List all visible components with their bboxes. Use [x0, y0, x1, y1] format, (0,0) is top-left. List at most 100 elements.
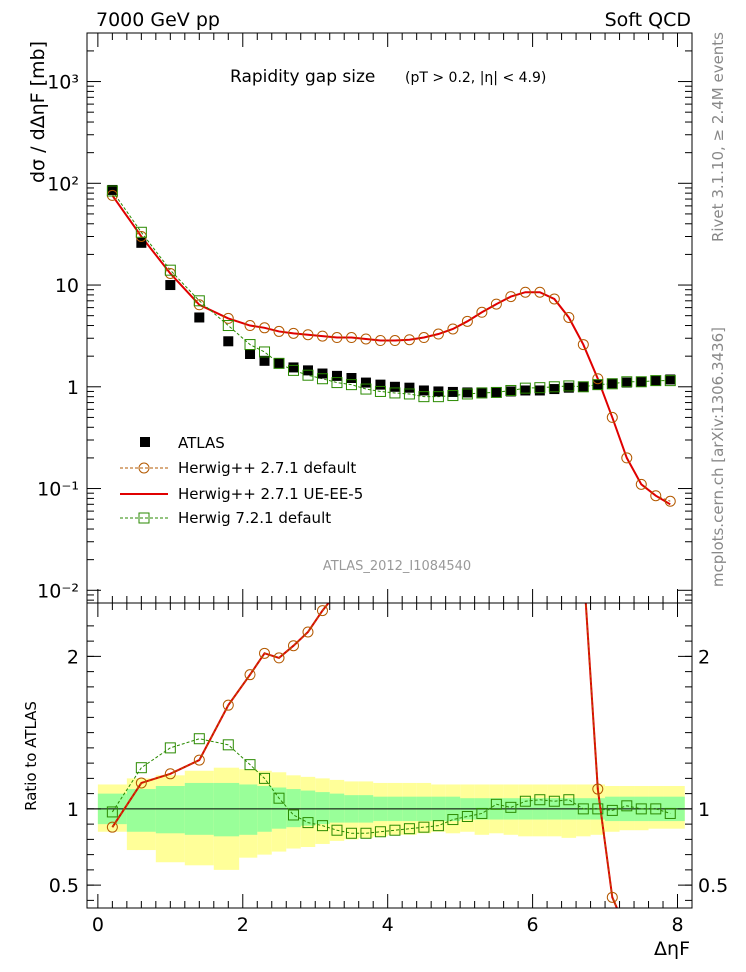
main-subtitle: (pT > 0.2, |η| < 4.9) — [405, 70, 546, 86]
y-axis-label-main: dσ / dΔηF [mb] — [27, 41, 49, 183]
hw721-point — [331, 377, 343, 389]
ratio-hw721-point — [534, 794, 546, 806]
ratio-hw721-point — [447, 814, 459, 826]
hw721-point — [259, 346, 271, 358]
hw721-point — [106, 185, 118, 197]
hw721-point — [548, 381, 560, 393]
ratio-frame — [86, 602, 693, 909]
x-tick-label: 0 — [92, 914, 104, 936]
ratio-hw721-point — [461, 811, 473, 822]
hw721-point — [389, 387, 401, 399]
y-tick-label: 10² — [47, 173, 79, 195]
hw271-point — [664, 495, 676, 507]
hw271-point — [389, 335, 401, 347]
ratio-inner-band — [155, 786, 185, 834]
ratio-hw721-point — [505, 801, 517, 813]
hw271-point — [592, 373, 604, 385]
hw271-point — [606, 411, 618, 423]
atlas-point — [274, 358, 285, 369]
hw721-point — [563, 380, 575, 392]
hw721-point — [273, 357, 285, 369]
ratio-hw721-point — [273, 792, 285, 804]
atlas-point — [636, 376, 647, 387]
ratio-hw721-point — [577, 803, 589, 815]
atlas-point — [389, 381, 400, 392]
ratio-hw721-point — [432, 820, 444, 832]
hw271-point — [519, 286, 531, 298]
hw721-point — [461, 388, 473, 400]
atlas-point — [194, 312, 205, 323]
ratio-hw721-point — [592, 803, 604, 815]
ratio-hw271-point — [135, 777, 147, 789]
ratio-hw271-point — [244, 669, 256, 681]
analysis-label: ATLAS_2012_I1084540 — [323, 559, 471, 574]
ratio-line-hw271 — [111, 603, 330, 828]
atlas-point — [476, 387, 487, 398]
hw721-point — [490, 386, 502, 398]
hw271-point — [360, 333, 372, 345]
ratio-hw721-point — [490, 798, 502, 810]
y-tick-label: 10³ — [47, 72, 79, 94]
hw721-point — [302, 369, 314, 381]
hw721-point — [418, 391, 430, 403]
atlas-point — [505, 386, 516, 397]
hw721-point — [164, 264, 176, 276]
hw271-point — [331, 332, 343, 344]
hw271-point — [490, 298, 502, 310]
ratio-hw721-point — [548, 795, 560, 807]
ratio-hw271-point — [106, 821, 118, 833]
rivet-label: Rivet 3.1.10, ≥ 2.4M events — [709, 32, 727, 242]
ratio-inner-band — [239, 784, 258, 835]
ratio-hw721-point — [650, 803, 662, 815]
hw271-point — [403, 334, 415, 346]
hw721-point — [403, 388, 415, 400]
ratio-hw721-point — [418, 821, 430, 833]
hw271-point — [259, 322, 271, 334]
ratio-hw271-point — [259, 647, 271, 659]
hw721-point — [244, 339, 256, 351]
ratio-hw271-point — [222, 699, 234, 711]
atlas-point — [223, 336, 234, 347]
hw721-point — [519, 382, 531, 394]
legend-hwee5-label: Herwig++ 2.7.1 UE-EE-5 — [178, 485, 363, 503]
atlas-point — [259, 355, 270, 366]
ratio-hw721-point — [135, 762, 147, 774]
hw721-point — [534, 382, 546, 394]
atlas-point — [563, 382, 574, 393]
atlas-point — [165, 280, 176, 291]
ratio-hw721-point — [345, 827, 357, 839]
y-tick-label: 10 — [55, 275, 79, 297]
hw271-point — [302, 329, 314, 341]
hw271-point — [476, 306, 488, 318]
atlas-point — [245, 349, 256, 360]
hw271-point — [374, 335, 386, 347]
ratio-hw721-point — [193, 733, 205, 745]
series-line-hw721 — [111, 190, 671, 398]
ratio-inner-band — [329, 793, 345, 823]
hw271-point — [447, 323, 459, 335]
main-title: Rapidity gap size — [230, 67, 375, 87]
ratio-y-tick-label: 2 — [67, 646, 79, 668]
hw271-point — [577, 339, 589, 351]
header-right: Soft QCD — [605, 9, 691, 31]
hw271-point — [534, 286, 546, 298]
hw271-point — [316, 330, 328, 342]
legend-hw721-label: Herwig 7.2.1 default — [178, 509, 331, 527]
atlas-point — [136, 237, 147, 248]
ratio-inner-band — [271, 787, 287, 829]
hw721-point — [374, 385, 386, 397]
atlas-point — [549, 384, 560, 395]
ratio-hw721-point — [403, 823, 415, 835]
atlas-point — [650, 375, 661, 386]
atlas-point — [520, 385, 531, 396]
ratio-y-tick-label-right: 1 — [698, 799, 710, 821]
hw271-point — [621, 452, 633, 464]
atlas-point — [418, 385, 429, 396]
atlas-point — [491, 387, 502, 398]
hw271-point — [222, 312, 234, 324]
x-tick-label: 6 — [527, 914, 539, 936]
ratio-hw721-point — [476, 807, 488, 819]
atlas-point — [447, 386, 458, 397]
ratio-hw271-point — [273, 652, 285, 664]
atlas-point — [346, 373, 357, 384]
